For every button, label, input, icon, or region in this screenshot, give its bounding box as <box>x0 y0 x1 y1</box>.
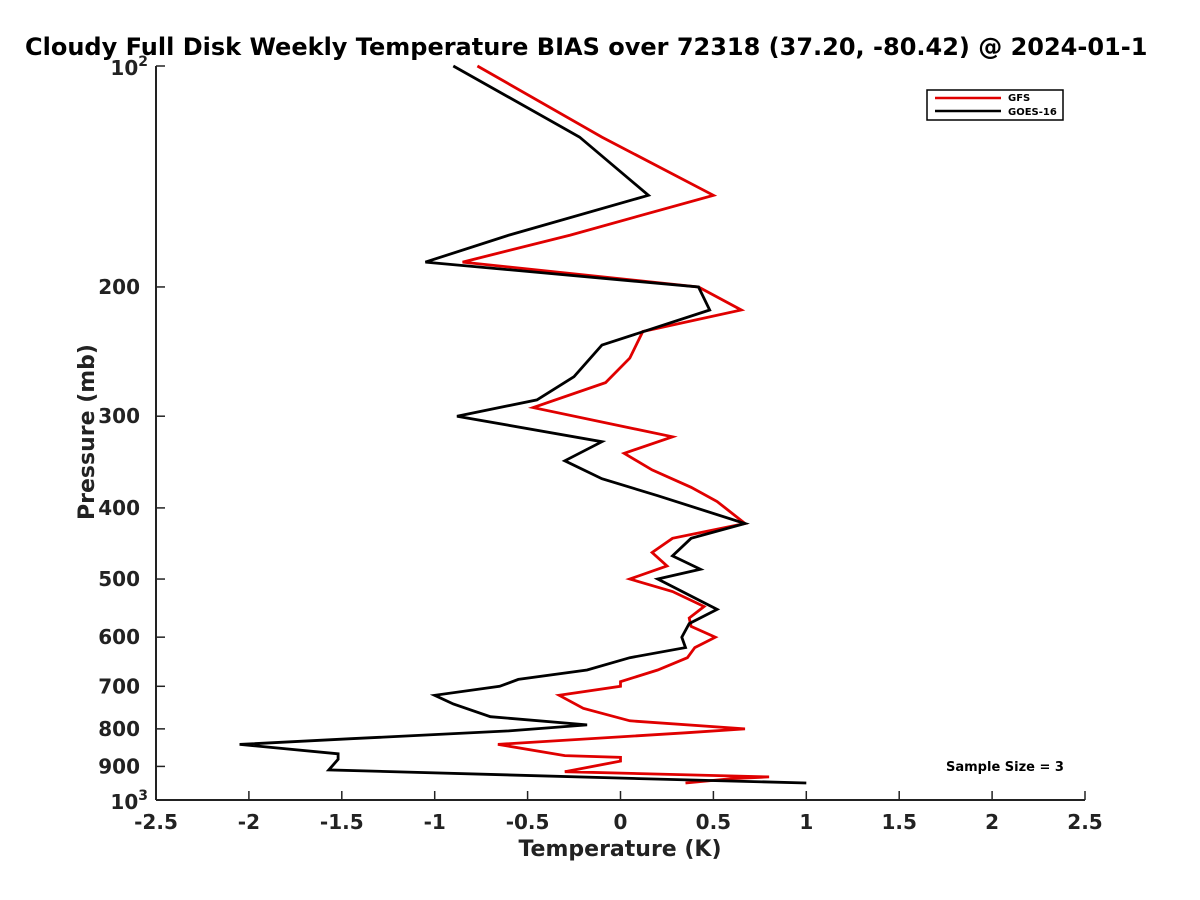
y-tick-label: 300 <box>98 404 140 428</box>
x-tick-label: 0 <box>614 810 628 834</box>
x-ticks: -2.5 -2 -1.5 -1 -0.5 0 0.5 1 1.5 2 2.5 <box>134 791 1103 834</box>
y-tick-label: 500 <box>98 567 140 591</box>
y-tick-label: 400 <box>98 496 140 520</box>
y-tick-label: 700 <box>98 674 140 698</box>
x-tick-label: -2 <box>238 810 260 834</box>
chart-title: Cloudy Full Disk Weekly Temperature BIAS… <box>25 33 1147 61</box>
y-tick-label: 600 <box>98 625 140 649</box>
x-tick-label: 0.5 <box>696 810 731 834</box>
y-tick-label-top: 102 <box>110 54 148 80</box>
x-tick-label: 2 <box>985 810 999 834</box>
y-tick-top-base: 10 <box>110 56 138 80</box>
series-line-goes16 <box>239 64 807 785</box>
y-tick-top-exp: 2 <box>138 54 148 70</box>
legend: GFS GOES-16 <box>926 89 1064 121</box>
x-tick-label: -1 <box>424 810 446 834</box>
plot-axes <box>155 66 1085 801</box>
y-tick-bottom-base: 10 <box>110 790 138 814</box>
y-tick-bottom-exp: 3 <box>138 788 148 804</box>
x-tick-label: 1.5 <box>881 810 916 834</box>
legend-box <box>926 89 1064 121</box>
x-axis-label: Temperature (K) <box>518 837 721 862</box>
y-tick-label: 900 <box>98 754 140 778</box>
x-tick-label: -1.5 <box>320 810 364 834</box>
x-tick-label: 1 <box>799 810 813 834</box>
y-tick-label-bottom: 103 <box>110 788 148 814</box>
x-tick-label: -0.5 <box>506 810 550 834</box>
legend-label-gfs: GFS <box>1008 93 1030 104</box>
y-tick-label: 800 <box>98 717 140 741</box>
x-tick-label: -2.5 <box>134 810 178 834</box>
y-ticks: 200 300 400 500 600 700 800 900 <box>98 65 165 801</box>
x-tick-label: 2.5 <box>1067 810 1102 834</box>
series-line-gfs <box>462 64 770 785</box>
sample-size-annotation: Sample Size = 3 <box>946 760 1064 775</box>
series-layer <box>239 64 807 785</box>
y-axis-label: Pressure (mb) <box>75 344 100 520</box>
legend-label-goes16: GOES-16 <box>1008 107 1057 118</box>
y-tick-label: 200 <box>98 275 140 299</box>
